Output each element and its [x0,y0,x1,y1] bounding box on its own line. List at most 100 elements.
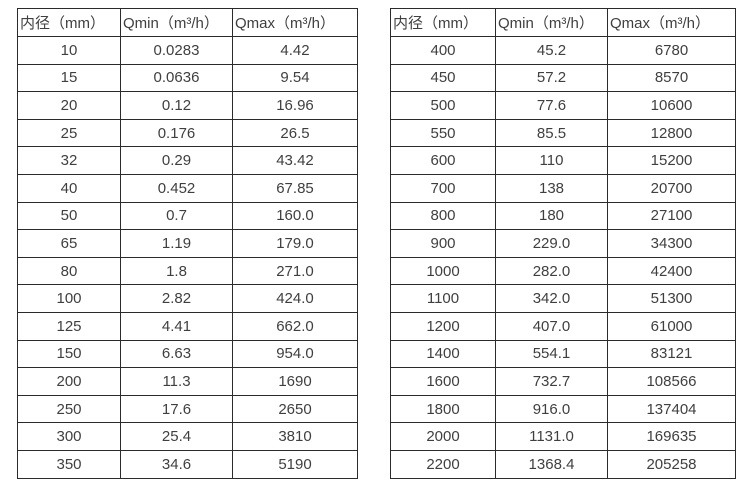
flow-table-small-diameters: 内径（mm） Qmin（m³/h） Qmax（m³/h） 10 0.0283 4.4… [17,8,358,479]
header-qmin: Qmin（m³/h） [120,8,233,37]
table-cell: 1600 [390,367,496,396]
table-cell: 57.2 [495,63,608,93]
table-cell: 300 [17,422,121,451]
table-cell: 2650 [232,394,358,424]
table-body: 400 45.2 6780 450 57.2 8570 500 77.6 10600 550 85.… [390,36,736,479]
header-inner-diameter: 内径（mm） [17,8,121,37]
table-row: 200 11.3 1690 [17,367,358,396]
table-cell: 138 [495,173,608,203]
table-cell: 179.0 [232,229,358,258]
table-cell: 200 [17,367,121,396]
header-qmax: Qmax（m³/h） [607,8,736,37]
table-cell: 1000 [390,256,496,286]
table-row: 1000 282.0 42400 [390,256,736,286]
table-cell: 1368.4 [495,449,608,479]
table-cell: 229.0 [495,229,608,258]
header-qmin: Qmin（m³/h） [495,8,608,37]
table-row: 400 45.2 6780 [390,36,736,65]
table-cell: 12800 [607,118,736,148]
table-row: 250 17.6 2650 [17,394,358,424]
table-cell: 450 [390,63,496,93]
table-cell: 700 [390,173,496,203]
table-cell: 954.0 [232,339,358,369]
table-cell: 407.0 [495,311,608,341]
table-cell: 25 [17,118,121,148]
table-cell: 0.176 [120,118,233,148]
table-cell: 45.2 [495,36,608,65]
table-cell: 9.54 [232,63,358,93]
table-cell: 282.0 [495,256,608,286]
table-cell: 500 [390,91,496,120]
table-cell: 10600 [607,91,736,120]
table-cell: 400 [390,36,496,65]
table-row: 600 110 15200 [390,146,736,175]
table-cell: 6.63 [120,339,233,369]
table-row: 1200 407.0 61000 [390,311,736,341]
table-cell: 100 [17,284,121,313]
table-cell: 137404 [607,394,736,424]
header-inner-diameter: 内径（mm） [390,8,496,37]
table-row: 2000 1131.0 169635 [390,422,736,451]
table-cell: 1690 [232,367,358,396]
table-cell: 6780 [607,36,736,65]
table-cell: 65 [17,229,121,258]
table-cell: 916.0 [495,394,608,424]
table-cell: 20700 [607,173,736,203]
table-row: 100 2.82 424.0 [17,284,358,313]
table-cell: 732.7 [495,367,608,396]
table-cell: 17.6 [120,394,233,424]
table-cell: 43.42 [232,146,358,175]
table-cell: 169635 [607,422,736,451]
table-cell: 0.12 [120,91,233,120]
table-cell: 0.29 [120,146,233,175]
table-cell: 205258 [607,449,736,479]
table-cell: 150 [17,339,121,369]
table-row: 2200 1368.4 205258 [390,449,736,479]
table-cell: 11.3 [120,367,233,396]
table-cell: 10 [17,36,121,65]
table-row: 40 0.452 67.85 [17,173,358,203]
table-cell: 3810 [232,422,358,451]
table-cell: 77.6 [495,91,608,120]
table-row: 150 6.63 954.0 [17,339,358,369]
header-row: 内径（mm） Qmin（m³/h） Qmax（m³/h） [390,8,736,37]
table-cell: 554.1 [495,339,608,369]
table-cell: 600 [390,146,496,175]
table-row: 50 0.7 160.0 [17,201,358,231]
table-body: 10 0.0283 4.42 15 0.0636 9.54 20 0.12 16.96 25 0.1… [17,36,358,479]
table-row: 32 0.29 43.42 [17,146,358,175]
table-row: 1400 554.1 83121 [390,339,736,369]
table-cell: 800 [390,201,496,231]
table-row: 65 1.19 179.0 [17,229,358,258]
table-cell: 67.85 [232,173,358,203]
table-row: 15 0.0636 9.54 [17,63,358,93]
table-cell: 250 [17,394,121,424]
table-cell: 900 [390,229,496,258]
table-cell: 1100 [390,284,496,313]
table-cell: 34.6 [120,449,233,479]
table-cell: 1131.0 [495,422,608,451]
table-cell: 180 [495,201,608,231]
table-cell: 26.5 [232,118,358,148]
table-row: 300 25.4 3810 [17,422,358,451]
table-cell: 1400 [390,339,496,369]
table-cell: 5190 [232,449,358,479]
table-cell: 80 [17,256,121,286]
table-row: 10 0.0283 4.42 [17,36,358,65]
table-cell: 550 [390,118,496,148]
flow-table-large-diameters: 内径（mm） Qmin（m³/h） Qmax（m³/h） 400 45.2 6780… [390,8,736,479]
table-row: 450 57.2 8570 [390,63,736,93]
table-cell: 342.0 [495,284,608,313]
table-cell: 0.0283 [120,36,233,65]
table-cell: 2.82 [120,284,233,313]
table-row: 125 4.41 662.0 [17,311,358,341]
table-row: 25 0.176 26.5 [17,118,358,148]
table-cell: 2200 [390,449,496,479]
table-cell: 4.42 [232,36,358,65]
table-row: 800 180 27100 [390,201,736,231]
table-cell: 1.8 [120,256,233,286]
table-cell: 350 [17,449,121,479]
table-cell: 1.19 [120,229,233,258]
table-cell: 27100 [607,201,736,231]
